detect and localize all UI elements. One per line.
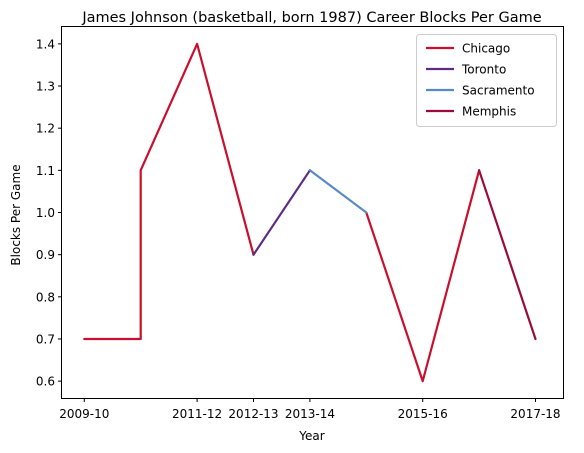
y-axis-label: Blocks Per Game bbox=[9, 164, 23, 265]
y-axis-ticks: 0.6 0.7 0.8 0.9 1.0 1.1 1.2 1.3 1.4 bbox=[36, 37, 62, 389]
legend-label-sacramento: Sacramento bbox=[462, 84, 535, 98]
x-tick-label: 2013-14 bbox=[285, 407, 335, 421]
legend-box bbox=[416, 34, 557, 127]
y-tick-label: 1.3 bbox=[36, 80, 55, 94]
x-tick-label: 2015-16 bbox=[398, 407, 448, 421]
series-line-sacramento bbox=[308, 169, 368, 214]
legend-entries: Chicago Toronto Sacramento Memphis bbox=[426, 42, 535, 119]
y-tick-label: 1.4 bbox=[36, 37, 55, 51]
x-axis-ticks: 2009-10 2011-12 2012-13 2013-14 2015-16 2017-… bbox=[59, 398, 561, 421]
plot-frame bbox=[61, 26, 564, 399]
series-line-chicago bbox=[365, 169, 481, 383]
x-tick-label: 2012-13 bbox=[228, 407, 278, 421]
x-axis-label: Year bbox=[298, 429, 324, 443]
y-tick-label: 0.9 bbox=[36, 248, 55, 262]
y-tick-label: 0.6 bbox=[36, 375, 55, 389]
chart-title: James Johnson (basketball, born 1987) Ca… bbox=[81, 10, 541, 26]
y-tick-label: 0.8 bbox=[36, 290, 55, 304]
series-line-memphis bbox=[478, 169, 537, 341]
series-lines bbox=[83, 42, 537, 383]
x-tick-label: 2011-12 bbox=[172, 407, 222, 421]
series-line-chicago bbox=[83, 42, 255, 341]
legend-label-memphis: Memphis bbox=[462, 105, 516, 119]
y-tick-label: 1.1 bbox=[36, 164, 55, 178]
series-line-toronto bbox=[252, 169, 311, 256]
x-tick-label: 2009-10 bbox=[59, 407, 109, 421]
y-tick-label: 0.7 bbox=[36, 332, 55, 346]
x-tick-label: 2017-18 bbox=[510, 407, 560, 421]
legend-label-chicago: Chicago bbox=[462, 42, 510, 56]
y-tick-label: 1.2 bbox=[36, 122, 55, 136]
legend: Chicago Toronto Sacramento Memphis bbox=[416, 34, 557, 127]
y-tick-label: 1.0 bbox=[36, 206, 55, 220]
legend-label-toronto: Toronto bbox=[461, 63, 506, 77]
